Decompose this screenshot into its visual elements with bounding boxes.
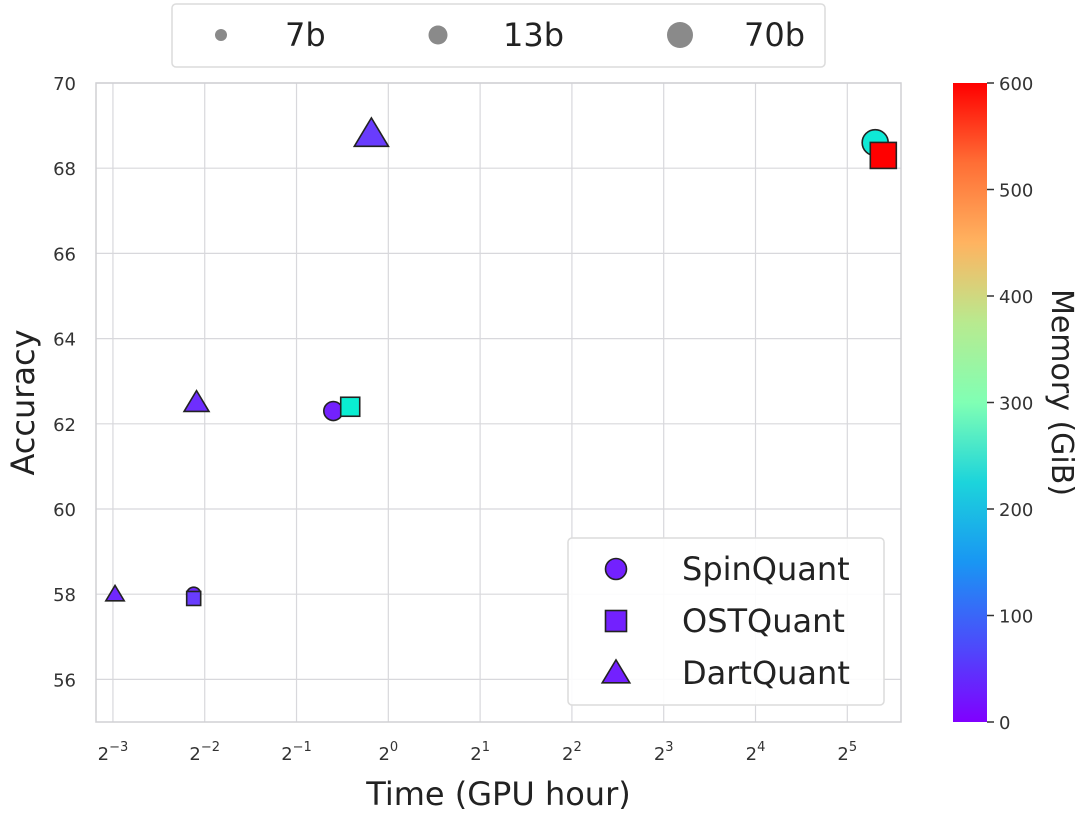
x-tick-label: 2−2 (189, 740, 220, 765)
y-tick-label: 60 (53, 500, 76, 521)
colorbar-tick-label: 600 (999, 74, 1033, 95)
x-tick-label: 20 (378, 740, 398, 765)
size-legend-box (171, 3, 826, 68)
size-legend-marker (667, 22, 693, 48)
size-legend-label: 7b (285, 16, 326, 54)
marker-legend-box (567, 537, 885, 706)
legend-triangle-marker (600, 658, 632, 684)
plot-frame (95, 82, 902, 723)
marker-legend-label: OSTQuant (682, 602, 845, 640)
y-tick-label: 68 (53, 159, 76, 180)
x-tick-labels: 2−3 2−2 2−1 20 21 22 23 24 25 (98, 740, 858, 765)
legend-square-marker (604, 609, 628, 633)
colorbar-tick-label: 400 (999, 287, 1033, 308)
size-legend-marker (428, 25, 448, 45)
x-tick-label: 25 (837, 740, 857, 765)
size-legend-label: 70b (744, 16, 805, 54)
size-legend-marker (215, 29, 227, 41)
y-tick-label: 58 (53, 585, 76, 606)
colorbar-tick-label: 500 (999, 181, 1033, 202)
x-tick-label: 21 (470, 740, 490, 765)
marker-legend-label: SpinQuant (682, 550, 850, 588)
colorbar-tick-label: 300 (999, 394, 1033, 415)
legend-circle-marker (604, 557, 628, 581)
y-axis-label: Accuracy (4, 329, 42, 475)
y-tick-label: 62 (53, 415, 76, 436)
y-tick-label: 66 (53, 244, 76, 265)
dartquant-7b-point (104, 583, 126, 602)
x-tick-label: 2−1 (281, 740, 312, 765)
y-tick-label: 56 (53, 670, 76, 691)
x-tick-label: 22 (562, 740, 582, 765)
marker-legend-label: DartQuant (682, 654, 850, 692)
colorbar-tick-label: 200 (999, 500, 1033, 521)
size-legend: 7b 13b 70b (171, 3, 826, 68)
marker-legend: SpinQuant OSTQuant DartQuant (567, 537, 885, 706)
dartquant-70b-point (352, 116, 390, 148)
y-tick-label: 70 (53, 74, 76, 95)
ostquant-7b-point (185, 590, 202, 607)
x-tick-label: 24 (746, 740, 766, 765)
y-tick-labels: 56 58 60 62 64 66 68 70 (53, 74, 76, 691)
size-legend-label: 13b (503, 16, 564, 54)
x-tick-label: 23 (654, 740, 674, 765)
dartquant-13b-point (182, 389, 211, 413)
x-axis-label: Time (GPU hour) (365, 775, 630, 813)
ostquant-13b-point (339, 396, 361, 418)
x-tick-label: 2−3 (98, 740, 129, 765)
colorbar-label: Memory (GiB) (1044, 289, 1079, 496)
colorbar: 0 100 200 300 400 500 600 Memory (GiB) (953, 74, 1079, 734)
y-tick-label: 64 (53, 330, 76, 351)
data-points (104, 116, 898, 607)
ostquant-70b-point (869, 141, 898, 170)
colorbar-gradient (953, 83, 987, 722)
colorbar-tick-label: 0 (999, 713, 1010, 734)
colorbar-ticks: 0 100 200 300 400 500 600 (987, 74, 1033, 734)
colorbar-tick-label: 100 (999, 607, 1033, 628)
